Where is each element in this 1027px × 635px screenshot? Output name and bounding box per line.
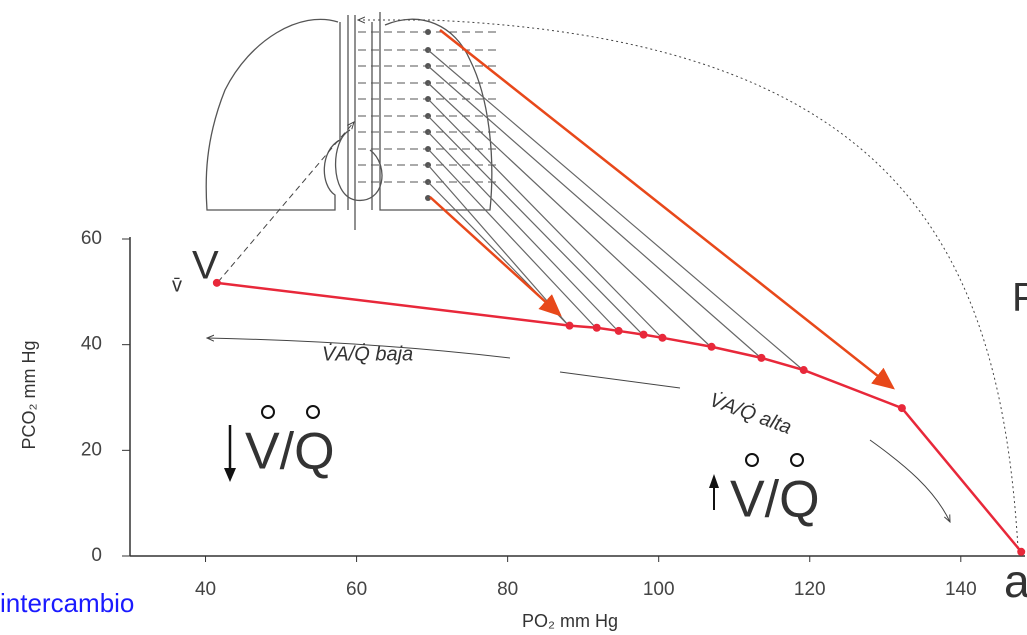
x-tick-label: 100 — [643, 579, 675, 600]
point — [658, 333, 667, 342]
point — [592, 323, 601, 332]
y-tick-label: 0 — [91, 545, 102, 566]
x-axis-label: PO₂ mm Hg — [522, 611, 618, 631]
point — [614, 326, 623, 335]
annotation: P — [1012, 276, 1027, 320]
x-tick-label: 140 — [945, 579, 977, 600]
point — [897, 404, 906, 413]
curve — [216, 281, 1023, 553]
x-tick-label: 80 — [497, 579, 518, 600]
annotation: V/Q — [245, 423, 335, 481]
lung-diagram — [205, 12, 1019, 549]
point — [1017, 547, 1026, 556]
point — [707, 342, 716, 351]
point — [757, 353, 766, 362]
point — [799, 366, 808, 375]
annotation: V̇A/Q̇ baja — [322, 343, 413, 365]
x-tick-label: 40 — [195, 579, 216, 600]
annotation: v̄ — [172, 274, 182, 296]
y-tick-label: 40 — [81, 334, 102, 355]
x-tick-label: 120 — [794, 579, 826, 600]
point — [565, 321, 574, 330]
x-tick-label: 60 — [346, 579, 367, 600]
y-axis-label: PCO₂ mm Hg — [19, 341, 39, 450]
y-tick-label: 20 — [81, 439, 102, 460]
point — [639, 330, 648, 339]
annotation: a — [1004, 555, 1027, 607]
y-tick-label: 60 — [81, 228, 102, 249]
point — [212, 278, 221, 287]
annotation: V/Q — [730, 471, 820, 529]
annotation: V̇A/Q̇ alta — [706, 389, 794, 439]
annotation: intercambio — [0, 588, 134, 618]
